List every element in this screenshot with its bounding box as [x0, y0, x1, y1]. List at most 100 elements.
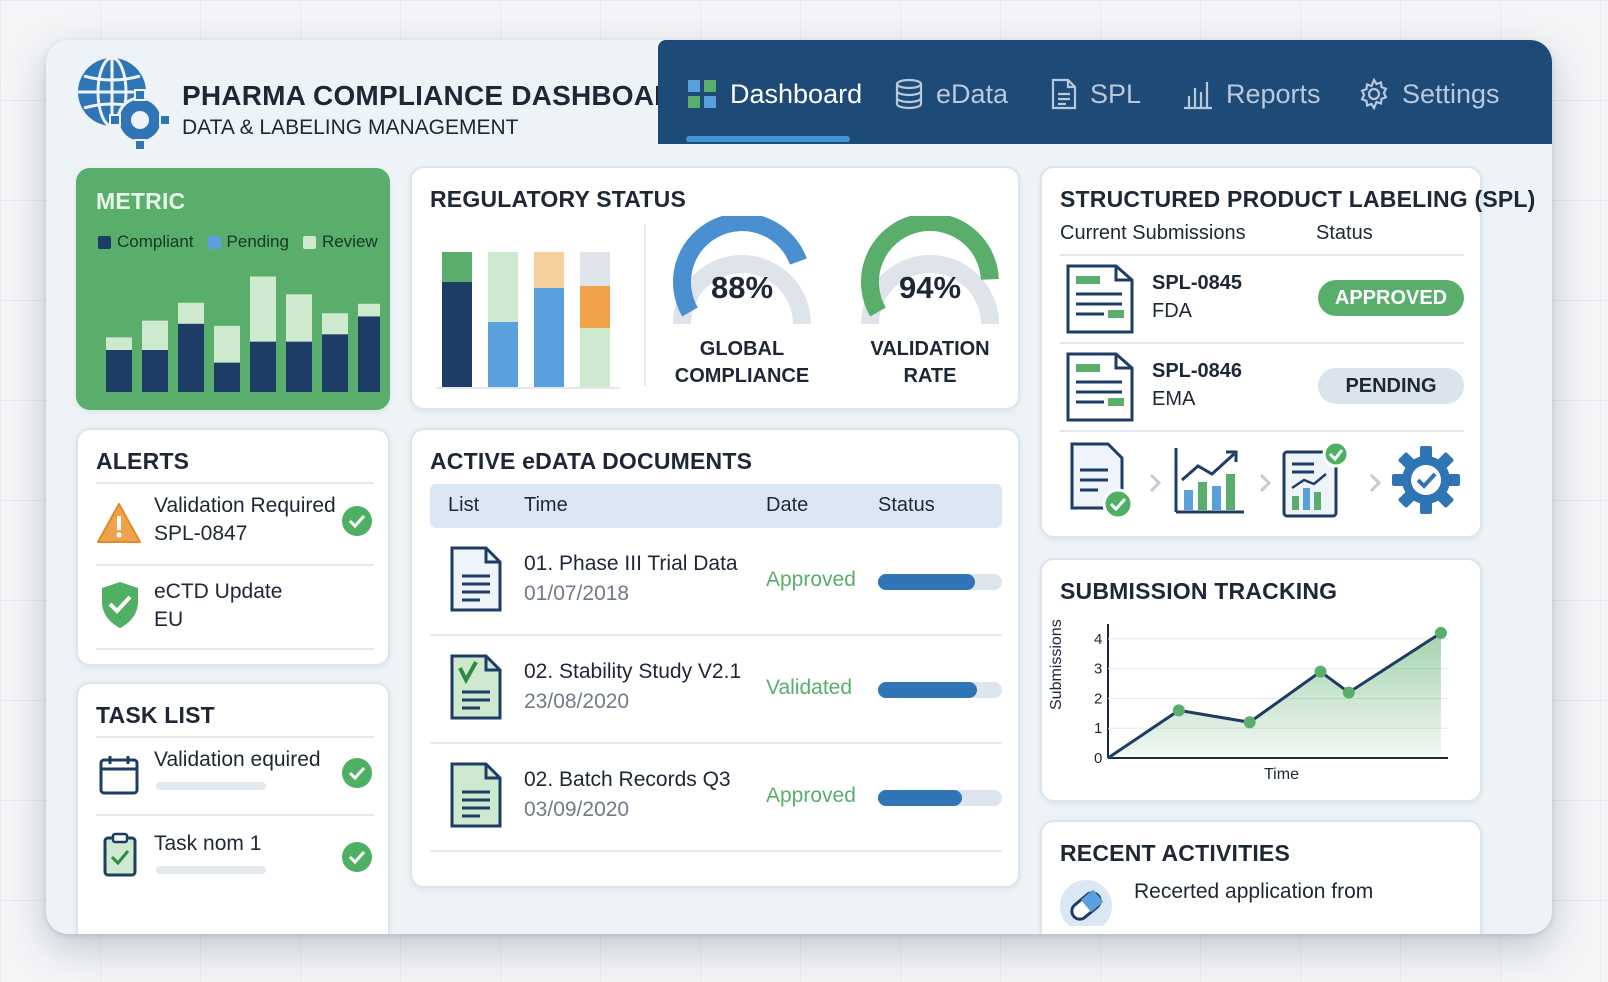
document-3-progress [878, 790, 1002, 806]
spl-row-1[interactable]: SPL-0845 FDA APPROVED [1042, 258, 1484, 342]
check-icon [342, 758, 372, 788]
validation-rate-value: 94% [898, 270, 962, 305]
metric-bar-review-5 [250, 276, 276, 342]
document-approved-icon [1070, 442, 1134, 520]
regulatory-status-card: REGULATORY STATUS 88% GLOBAL COMPLIANCE [410, 166, 1020, 410]
col-status[interactable]: Status [878, 494, 935, 516]
nav-edata[interactable]: eData [894, 70, 1008, 118]
task-2-progress-placeholder [156, 866, 266, 874]
document-row-2[interactable]: 02. Stability Study V2.1 23/08/2020 Vali… [412, 642, 1022, 750]
reg-bar-3-seg-top [534, 252, 564, 288]
spl-1-status-badge: APPROVED [1318, 280, 1464, 316]
submission-tracking-card: SUBMISSION TRACKING Submissions 0 1 2 3 4 Ti… [1040, 558, 1482, 802]
nav-edata-label: eData [936, 78, 1009, 109]
nav-reports-label: Reports [1226, 78, 1321, 109]
tracking-ytick-4: 4 [1094, 631, 1102, 648]
alert-1-line1: Validation Required [154, 494, 336, 517]
document-row-1[interactable]: 01. Phase III Trial Data 01/07/2018 Appr… [412, 534, 1022, 642]
metric-bar-compliant-3 [178, 323, 204, 392]
alert-item-2-text[interactable]: eCTD Update EU [154, 578, 282, 634]
spl-1-id: SPL-0845 [1152, 272, 1243, 294]
tracking-point-5 [1434, 626, 1447, 639]
tracking-ytick-3: 3 [1094, 661, 1102, 678]
spl-1-agency: FDA [1152, 300, 1192, 322]
document-1-progress-fill [878, 574, 975, 590]
reg-bar-4-seg-1 [580, 252, 610, 286]
nav-settings[interactable]: Settings [1358, 70, 1500, 118]
col-date[interactable]: Date [766, 494, 809, 516]
document-2-name: 02. Stability Study V2.1 [524, 660, 742, 683]
tracking-line [1107, 631, 1442, 760]
metric-card: METRIC Compliant Pending Review [76, 168, 390, 410]
activities-title: RECENT ACTIVITIES [1060, 840, 1291, 866]
nav-dashboard[interactable]: Dashboard [686, 70, 862, 118]
reg-bar-1-seg-top [442, 252, 472, 282]
spl-row-2[interactable]: SPL-0846 EMA PENDING [1042, 346, 1484, 430]
nav-spl-label: SPL [1090, 78, 1142, 109]
document-3-status: Approved [766, 784, 856, 807]
metric-legend: Compliant Pending Review [98, 232, 378, 252]
alerts-card: ALERTS Validation Required SPL-0847 eCTD… [76, 428, 390, 666]
spl-workflow [1060, 440, 1464, 524]
metric-bar-review-1 [106, 337, 132, 350]
document-2-status: Validated [766, 676, 853, 699]
reg-bar-4-seg-3 [580, 328, 610, 388]
top-navigation: Dashboard eData SPL Reports [658, 40, 1552, 144]
pill-capsule-icon [1060, 880, 1112, 926]
metric-bar-review-2 [142, 320, 168, 350]
col-list[interactable]: List [448, 494, 480, 516]
chevron-right-icon [1369, 473, 1382, 493]
spl-2-agency: EMA [1152, 388, 1196, 410]
chevron-right-icon [1149, 473, 1162, 493]
legend-swatch-pending [207, 235, 221, 249]
nav-reports[interactable]: Reports [1182, 70, 1321, 118]
legend-compliant: Compliant [98, 232, 194, 252]
nav-dashboard-label: Dashboard [730, 78, 863, 109]
document-green-icon [450, 762, 502, 828]
validation-rate-gauge [860, 216, 999, 325]
dashboard-window: PHARMA COMPLIANCE DASHBOARD DATA & LABEL… [46, 40, 1552, 934]
nav-spl[interactable]: SPL [1050, 70, 1141, 118]
metric-bar-review-8 [358, 303, 380, 317]
gauge-fill [673, 216, 807, 317]
spl-divider-top [1060, 254, 1464, 256]
metric-bar-chart [106, 276, 380, 392]
clipboard-check-icon [103, 832, 137, 877]
alert-1-line2: SPL-0847 [154, 522, 248, 545]
document-row-3[interactable]: 02. Batch Records Q3 03/09/2020 Approved [412, 750, 1022, 858]
document-1-status: Approved [766, 568, 856, 591]
alerts-divider-bottom [96, 648, 374, 650]
gauge-fill [860, 216, 999, 317]
database-icon [895, 78, 923, 110]
gauge1-label-line1: GLOBAL [699, 338, 785, 360]
document-2-progress [878, 682, 1002, 698]
gauge2-label-line2: RATE [903, 365, 957, 387]
legend-swatch-review [302, 235, 316, 249]
metric-bar-compliant-6 [286, 341, 312, 392]
growth-chart-icon [1174, 448, 1244, 514]
task-item-2-label[interactable]: Task nom 1 [154, 832, 262, 855]
tasks-title: TASK LIST [96, 702, 215, 728]
global-compliance-label: GLOBAL COMPLIANCE [652, 336, 832, 390]
grid-icon [688, 80, 716, 108]
warning-icon [97, 503, 141, 543]
document-checkmark-icon [450, 654, 502, 720]
tracking-ytick-1: 1 [1094, 720, 1102, 737]
tracking-ylabel: Submissions [1048, 619, 1065, 710]
activity-item-1-text[interactable]: Recerted application from [1134, 880, 1374, 903]
tracking-point-2 [1243, 716, 1256, 729]
col-time[interactable]: Time [524, 494, 568, 516]
spl-card: STRUCTURED PRODUCT LABELING (SPL) Curren… [1040, 166, 1535, 538]
legend-review-label: Review [321, 232, 378, 251]
reg-bar-2-seg-bottom [488, 322, 518, 388]
brand: PHARMA COMPLIANCE DASHBOARD DATA & LABEL… [74, 54, 695, 150]
tasks-divider-top [96, 736, 374, 738]
gauge1-label-line2: COMPLIANCE [674, 365, 810, 387]
task-item-1-label[interactable]: Validation equired [154, 748, 321, 771]
alert-item-1-text[interactable]: Validation Required SPL-0847 [154, 492, 336, 548]
tracking-point-1 [1172, 704, 1185, 717]
legend-pending: Pending [207, 232, 289, 252]
metric-bar-compliant-5 [250, 341, 276, 392]
spl-2-id: SPL-0846 [1152, 360, 1243, 382]
document-lines-icon [450, 546, 502, 612]
